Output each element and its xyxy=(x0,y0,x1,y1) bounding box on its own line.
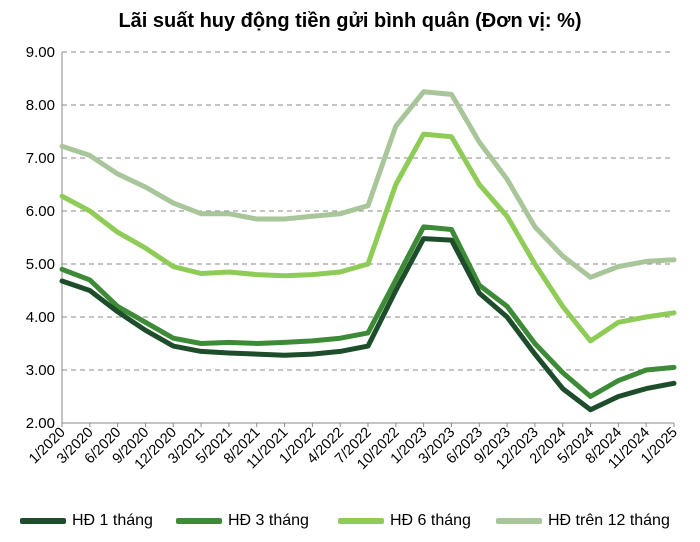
legend-item-12m: HĐ trên 12 tháng xyxy=(496,512,670,530)
y-axis: 2.00 3.00 4.00 5.00 6.00 7.00 8.00 9.00 xyxy=(26,44,63,432)
series-line xyxy=(59,236,677,413)
legend-swatch xyxy=(20,518,66,524)
legend-label: HĐ trên 12 tháng xyxy=(548,512,670,529)
series-line xyxy=(59,89,677,280)
series-lines xyxy=(59,89,677,413)
y-tick-label: 8.00 xyxy=(26,97,55,114)
legend-label: HĐ 1 tháng xyxy=(72,512,153,529)
legend-item-1m: HĐ 1 tháng xyxy=(20,512,153,530)
x-axis: 1/20203/20206/20209/202012/20203/20215/2… xyxy=(26,422,681,473)
y-tick-label: 9.00 xyxy=(26,44,55,61)
y-tick-label: 3.00 xyxy=(26,362,55,379)
grid-lines xyxy=(62,51,674,371)
legend-label: HĐ 3 tháng xyxy=(228,512,309,529)
y-tick-label: 6.00 xyxy=(26,203,55,220)
series-line xyxy=(59,224,677,399)
legend-item-6m: HĐ 6 tháng xyxy=(338,512,471,530)
legend-item-3m: HĐ 3 tháng xyxy=(176,512,309,530)
legend-swatch xyxy=(496,518,542,524)
line-chart: 2.00 3.00 4.00 5.00 6.00 7.00 8.00 9.00 1/20203… xyxy=(26,44,681,473)
legend-swatch xyxy=(176,518,222,524)
legend: HĐ 1 tháng HĐ 3 tháng HĐ 6 tháng HĐ trên… xyxy=(0,512,700,536)
y-tick-label: 4.00 xyxy=(26,309,55,326)
series-line xyxy=(59,131,677,344)
y-tick-label: 2.00 xyxy=(26,415,55,432)
legend-swatch xyxy=(338,518,384,524)
legend-label: HĐ 6 tháng xyxy=(390,512,471,529)
chart-title: Lãi suất huy động tiền gửi bình quân (Đơ… xyxy=(118,10,582,32)
y-tick-label: 5.00 xyxy=(26,256,55,273)
y-tick-label: 7.00 xyxy=(26,150,55,167)
